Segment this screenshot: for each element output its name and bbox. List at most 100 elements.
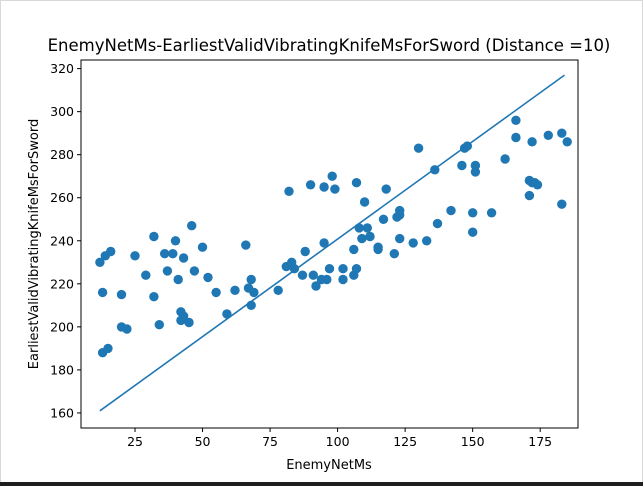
data-point — [241, 240, 251, 250]
data-point — [527, 137, 537, 147]
data-point — [395, 210, 405, 220]
data-point — [300, 246, 310, 257]
y-tick-label: 320 — [50, 61, 74, 76]
data-point — [162, 266, 173, 276]
data-point — [141, 270, 151, 280]
data-point — [457, 160, 467, 171]
data-point — [395, 233, 405, 244]
data-point — [149, 231, 159, 242]
data-point — [432, 218, 443, 229]
data-point — [149, 292, 159, 302]
data-point — [557, 199, 567, 209]
data-point — [532, 180, 543, 190]
data-point — [322, 274, 332, 285]
data-point — [468, 208, 478, 218]
y-axis-label: EarliestValidVibratingKnifeMsForSword — [27, 119, 42, 369]
x-axis-label: EnemyNetMs — [286, 458, 372, 473]
data-point — [524, 190, 535, 201]
data-point — [154, 320, 164, 330]
data-point — [222, 309, 232, 319]
x-tick-label: 100 — [326, 434, 350, 449]
data-point — [284, 186, 294, 196]
x-tick-label: 150 — [461, 434, 485, 449]
data-point — [351, 178, 362, 188]
data-point — [187, 221, 197, 231]
data-point — [413, 143, 424, 153]
data-point — [468, 227, 478, 237]
data-point — [319, 182, 329, 192]
data-point — [203, 272, 213, 283]
data-point — [338, 264, 348, 274]
data-point — [95, 257, 105, 267]
data-point — [122, 324, 132, 334]
data-point — [230, 285, 240, 295]
data-point — [389, 249, 399, 259]
x-tick-label: 25 — [127, 434, 143, 449]
data-point — [184, 317, 194, 328]
x-tick-label: 175 — [528, 434, 552, 449]
data-point — [97, 287, 108, 298]
data-point — [170, 236, 181, 246]
data-point — [338, 274, 348, 285]
data-point — [319, 238, 329, 248]
data-point — [373, 244, 383, 255]
data-point — [311, 281, 321, 291]
data-point — [160, 249, 170, 259]
data-point — [470, 167, 481, 177]
data-point — [324, 264, 335, 274]
data-point — [168, 249, 178, 259]
y-tick-label: 260 — [50, 190, 74, 205]
data-point — [422, 236, 432, 246]
x-tick-label: 125 — [393, 434, 417, 449]
data-point — [562, 137, 572, 147]
data-point — [130, 251, 140, 261]
data-point — [297, 270, 308, 280]
data-point — [106, 246, 116, 257]
tick-layer: 25 50 75 100 125 150 175 160 180 200 220 240 260 280 3… — [50, 61, 552, 449]
y-tick-label: 220 — [50, 276, 74, 291]
data-point — [378, 214, 389, 224]
data-layer — [95, 74, 572, 412]
data-point — [308, 270, 318, 280]
data-point — [197, 242, 208, 252]
x-tick-label: 75 — [262, 434, 278, 449]
y-tick-label: 300 — [50, 104, 74, 119]
fit-line — [99, 74, 565, 412]
y-tick-label: 180 — [50, 362, 74, 377]
data-point — [249, 287, 259, 298]
data-point — [173, 274, 183, 285]
data-point — [362, 223, 372, 233]
data-point — [359, 197, 370, 207]
data-point — [511, 132, 521, 143]
y-tick-label: 280 — [50, 147, 74, 162]
data-point — [211, 287, 221, 298]
data-point — [189, 266, 200, 276]
data-point — [103, 343, 113, 354]
data-point — [178, 311, 189, 321]
data-point — [365, 231, 375, 242]
chart-title: EnemyNetMs-EarliestValidVibratingKnifeMs… — [48, 36, 611, 55]
data-point — [408, 238, 418, 248]
data-point — [357, 233, 367, 244]
data-point — [446, 205, 456, 216]
data-point — [511, 115, 521, 126]
data-point — [500, 154, 510, 164]
data-point — [116, 289, 127, 300]
data-point — [305, 180, 316, 190]
data-point — [543, 130, 553, 140]
y-tick-label: 160 — [50, 405, 74, 420]
y-tick-label: 240 — [50, 233, 74, 248]
data-point — [330, 184, 340, 194]
data-point — [349, 244, 359, 255]
data-point — [178, 253, 189, 263]
data-point — [246, 274, 256, 285]
data-point — [354, 223, 364, 233]
window-bottom-bar — [0, 482, 643, 486]
data-point — [351, 264, 362, 274]
data-point — [381, 184, 391, 194]
data-point — [557, 128, 567, 138]
y-tick-label: 200 — [50, 319, 74, 334]
x-tick-label: 50 — [195, 434, 211, 449]
data-point — [327, 171, 337, 181]
